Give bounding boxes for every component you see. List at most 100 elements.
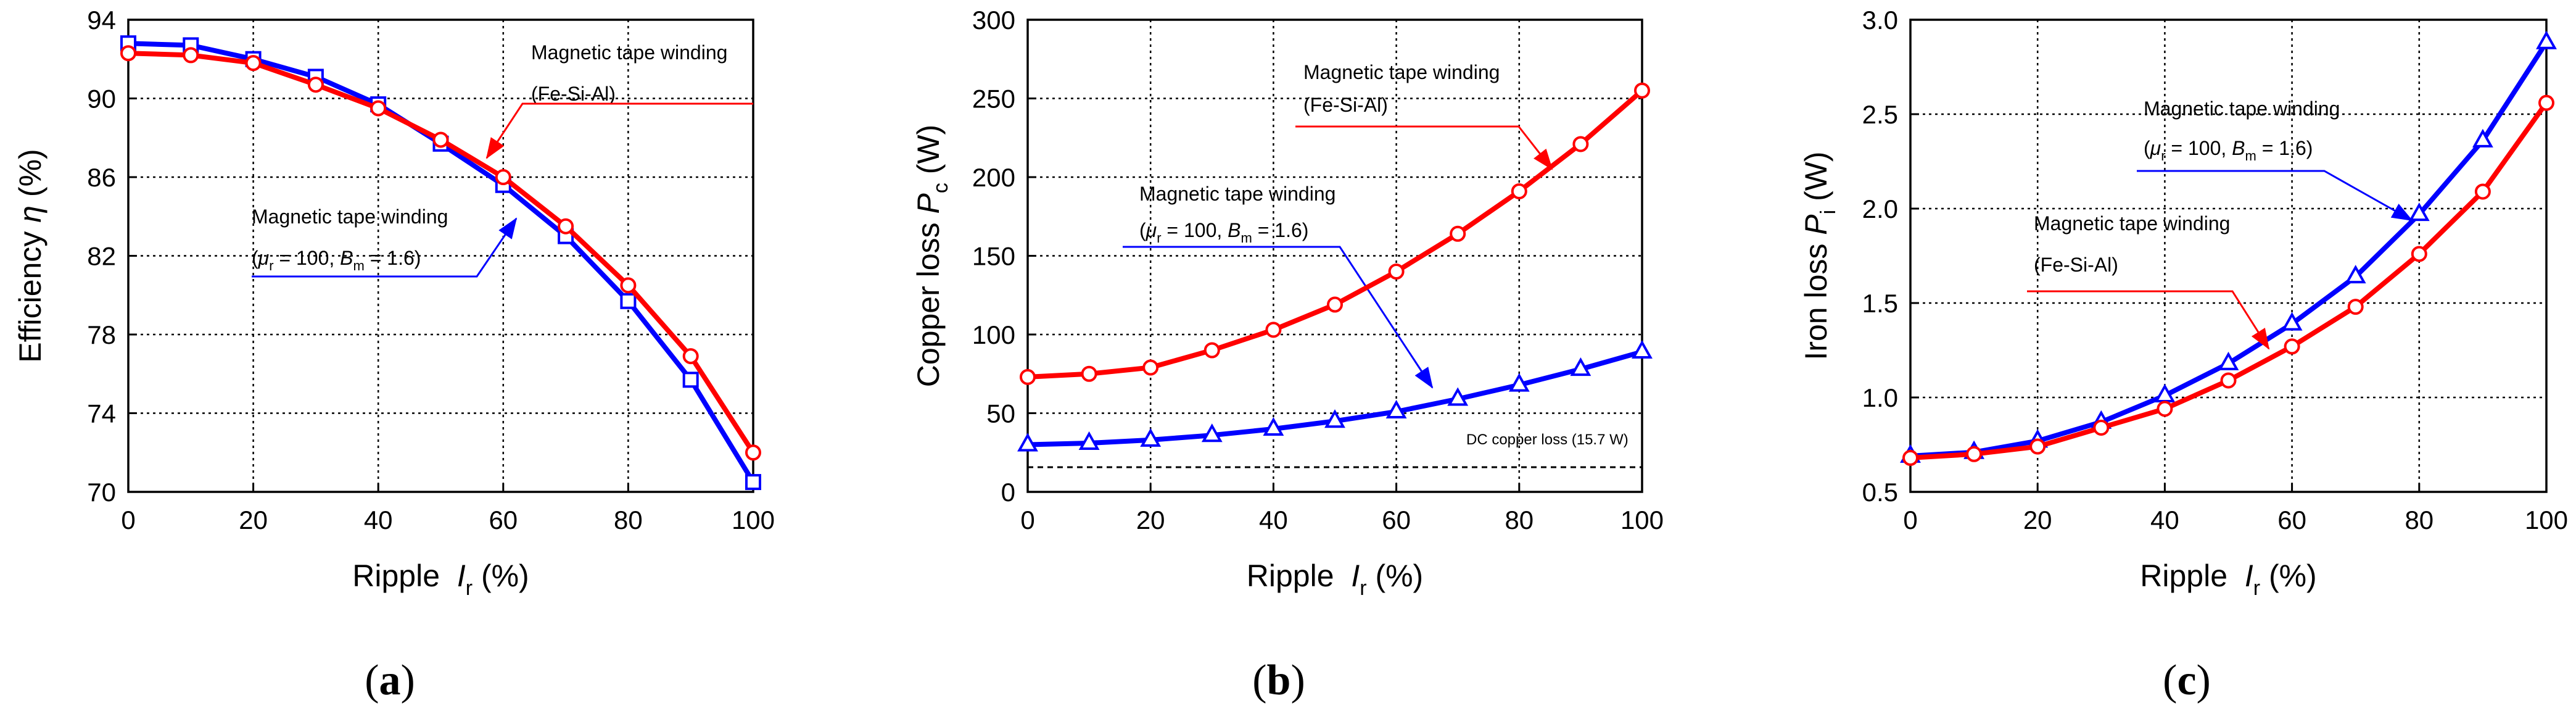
panel-c-series-0-annotation-arrow bbox=[2137, 170, 2413, 222]
y-axis-title-part: Iron loss bbox=[1799, 235, 1833, 360]
panel-a-series-1-point-2 bbox=[245, 55, 262, 72]
panel-c-series-0-annotation-line-0: Magnetic tape winding bbox=[2144, 98, 2340, 120]
annotation-part: m bbox=[2245, 148, 2256, 164]
annotation-part: = 1.6) bbox=[365, 247, 421, 269]
x-tick-label: 60 bbox=[1382, 505, 1411, 534]
y-axis-title-part: P bbox=[911, 193, 946, 214]
panel-b-series-0-annotation-line-1: (μr = 100, Bm = 1.6) bbox=[1139, 219, 1308, 246]
y-tick-label: 0.5 bbox=[1862, 478, 1898, 507]
panel-c-series-1-annotation-line-0: Magnetic tape winding bbox=[2034, 212, 2230, 235]
panel-label-part: ) bbox=[2197, 657, 2211, 704]
y-axis-title-part: i bbox=[1817, 210, 1840, 215]
annotation-part: r bbox=[2161, 148, 2165, 164]
panel-a-series-0-annotation-line-1: (μr = 100, Bm = 1.6) bbox=[252, 247, 421, 273]
y-tick-label: 78 bbox=[87, 320, 116, 349]
x-axis-title: Ripple Ir (%) bbox=[2140, 559, 2316, 600]
x-tick-label: 80 bbox=[2405, 505, 2434, 534]
panel-b-series-1-point-10 bbox=[1634, 82, 1650, 99]
y-tick-label: 200 bbox=[972, 163, 1015, 192]
panel-b-series-1-annotation-line-0: Magnetic tape winding bbox=[1303, 61, 1500, 83]
panel-b-series-1-point-2 bbox=[1142, 359, 1159, 376]
x-tick-label: 80 bbox=[614, 505, 643, 534]
panel-a-series-1-point-10 bbox=[745, 444, 761, 461]
y-tick-label: 250 bbox=[972, 85, 1015, 114]
panel-a-series-1-point-1 bbox=[183, 47, 199, 64]
panel-c-series-1-annotation-line-1: (Fe-Si-Al) bbox=[2034, 254, 2118, 276]
panel-c-series-1-point-6 bbox=[2284, 338, 2300, 355]
panel-a-series-0-point-10 bbox=[745, 474, 761, 491]
y-tick-label: 2.5 bbox=[1862, 100, 1898, 129]
panel-c-series-0-point-10 bbox=[2536, 30, 2557, 49]
x-axis-title-part: Ripple bbox=[1247, 559, 1352, 593]
annotation-part: = 100, bbox=[274, 247, 341, 269]
panel-c-series-1-point-10 bbox=[2538, 94, 2554, 111]
y-axis-title-part: η bbox=[13, 206, 47, 223]
annotation-part: Magnetic tape winding bbox=[1139, 183, 1335, 205]
panel-label-part: a bbox=[379, 657, 401, 704]
x-tick-label: 0 bbox=[1020, 505, 1034, 534]
annotation-part: μ bbox=[1146, 219, 1157, 241]
panel-c-series-1-point-4 bbox=[2157, 401, 2173, 417]
y-axis-title-part: (%) bbox=[13, 149, 47, 206]
panel-c-series-1-point-0 bbox=[1902, 449, 1918, 466]
panel-a-series-1-line bbox=[126, 51, 756, 455]
annotation-part: m bbox=[1241, 230, 1252, 246]
y-axis-title-part: Copper loss bbox=[911, 214, 946, 388]
x-axis-title-part: (%) bbox=[1367, 559, 1424, 593]
panel-b-series-0-point-0 bbox=[1017, 433, 1038, 452]
panel-a-series-1-point-0 bbox=[120, 45, 136, 62]
annotation-part: Magnetic tape winding bbox=[1303, 61, 1500, 83]
panel-b-series-0-point-8 bbox=[1508, 373, 1530, 392]
panel-b-series-0-point-4 bbox=[1263, 417, 1284, 436]
panel-c-series-0-point-6 bbox=[2281, 312, 2303, 331]
panel-a-series-1-point-4 bbox=[370, 100, 387, 117]
y-tick-label: 100 bbox=[972, 320, 1015, 349]
y-tick-label: 82 bbox=[87, 242, 116, 271]
x-tick-label: 100 bbox=[2525, 505, 2568, 534]
panel-b-series-1-point-9 bbox=[1572, 136, 1589, 152]
x-tick-label: 100 bbox=[732, 505, 775, 534]
annotation-part: ( bbox=[1139, 219, 1146, 241]
annotation-part: r bbox=[1157, 230, 1161, 246]
x-tick-label: 40 bbox=[1259, 505, 1288, 534]
panel-c-series-1-point-9 bbox=[2474, 183, 2491, 200]
y-tick-label: 86 bbox=[87, 163, 116, 192]
panel-b-series-0-point-10 bbox=[1632, 339, 1653, 359]
x-axis-title-part: I bbox=[2245, 559, 2253, 593]
panel-label-part: ) bbox=[1290, 657, 1305, 704]
chart-iron-loss: 0 20 40 60 80 100 0.5 1.0 1.5 2.0 2.5 3.0 Magnetic t… bbox=[1799, 6, 2568, 704]
panel-label-part: ( bbox=[1252, 657, 1266, 704]
panel-b-series-0-point-7 bbox=[1447, 387, 1469, 406]
y-tick-label: 150 bbox=[972, 242, 1015, 271]
y-tick-label: 74 bbox=[87, 399, 116, 428]
panel-b-series-0-annotation-arrow bbox=[1123, 246, 1434, 389]
panel-a-series-0-point-8 bbox=[620, 293, 637, 309]
panel-b-series-0-point-3 bbox=[1201, 423, 1223, 443]
annotation-part: Magnetic tape winding bbox=[531, 41, 727, 64]
y-tick-label: 94 bbox=[87, 6, 116, 35]
x-tick-label: 100 bbox=[1620, 505, 1664, 534]
annotation-part: m bbox=[353, 258, 365, 273]
annotation-part: r bbox=[269, 258, 273, 273]
panel-c-series-1-point-3 bbox=[2093, 419, 2110, 436]
x-tick-label: 40 bbox=[364, 505, 393, 534]
y-tick-label: 300 bbox=[972, 6, 1015, 35]
annotation-part: ( bbox=[252, 247, 258, 269]
annotation-part: = 100, bbox=[1162, 219, 1228, 241]
panel-label-part: b bbox=[1267, 657, 1291, 704]
annotation-part: B bbox=[340, 247, 353, 269]
x-axis-title-part: Ripple bbox=[352, 559, 457, 593]
x-axis-title-part: r bbox=[1360, 576, 1366, 600]
panel-a-series-1-point-8 bbox=[620, 277, 637, 294]
y-tick-label: 3.0 bbox=[1862, 6, 1898, 35]
x-axis-title-part: r bbox=[2253, 576, 2260, 600]
x-axis-title: Ripple Ir (%) bbox=[1247, 559, 1423, 600]
x-tick-label: 40 bbox=[2150, 505, 2179, 534]
panel-label: (c) bbox=[2163, 657, 2211, 704]
panel-a-series-1-point-7 bbox=[558, 218, 574, 235]
panel-a-series-1-annotation-arrow bbox=[485, 102, 753, 159]
x-axis-title-part: I bbox=[1351, 559, 1360, 593]
annotation-part: Magnetic tape winding bbox=[252, 206, 448, 228]
panel-c-series-1-point-1 bbox=[1966, 446, 1983, 462]
